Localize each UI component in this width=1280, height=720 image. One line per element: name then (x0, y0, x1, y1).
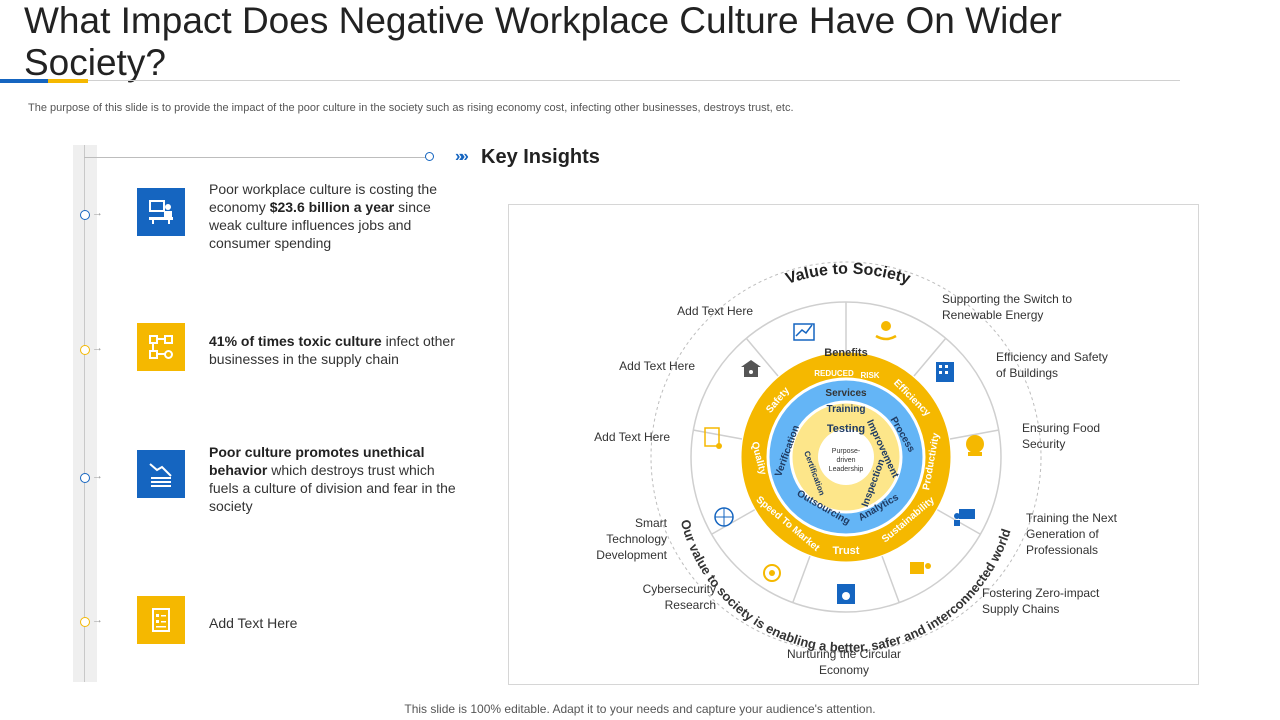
connector-node (425, 152, 434, 161)
service-testing: Testing (827, 423, 865, 435)
title-accent-blue (0, 79, 48, 83)
cyber-gear-icon (763, 564, 781, 582)
document-icon (704, 427, 722, 449)
document-list-icon (137, 596, 185, 644)
services-label: Services (825, 388, 867, 399)
footer-note: This slide is 100% editable. Adapt it to… (404, 702, 876, 716)
benefit-trust: Trust (833, 545, 860, 557)
header-connector (84, 157, 426, 158)
key-insights-heading: Key Insights (481, 146, 600, 168)
arrow-icon: → (92, 470, 103, 482)
home-icon (741, 360, 761, 377)
label-cybersecurity: Cybersecurity Research (642, 582, 716, 612)
outer-dashed-ring (650, 261, 1042, 653)
network-workflow-icon (137, 323, 185, 371)
benefits-label: Benefits (824, 347, 867, 359)
insight-text: Add Text Here (209, 615, 298, 631)
arrow-icon: → (92, 614, 103, 626)
benefit-reduced: REDUCED (814, 369, 854, 378)
building-icon (936, 362, 954, 382)
chevrons-icon: »» (455, 148, 469, 165)
label-add-text-upper: Add Text Here (619, 359, 695, 373)
timeline-node (80, 345, 90, 355)
label-food-security: Ensuring Food Security (1022, 421, 1101, 451)
recycle-icon (837, 584, 855, 604)
supply-chain-icon (910, 562, 931, 574)
timeline-node (80, 210, 90, 220)
declining-chart-icon (137, 450, 185, 498)
energy-hand-icon (875, 321, 897, 341)
globe-network-icon (714, 507, 734, 527)
arrow-icon: → (92, 342, 103, 354)
training-icon (954, 509, 975, 526)
center-line-1: Purpose- (832, 448, 861, 455)
food-icon (966, 435, 984, 456)
arrow-icon: → (92, 207, 103, 219)
label-smart-tech: Smart Technology Development (596, 516, 667, 562)
timeline-node (80, 473, 90, 483)
center-line-2: driven (836, 457, 855, 464)
center-line-3: Leadership (829, 466, 864, 473)
timeline-line (84, 145, 85, 682)
insight-text: Poor workplace culture is costing the ec… (209, 181, 437, 251)
page-title: What Impact Does Negative Workplace Cult… (24, 0, 1062, 83)
growth-chart-icon (793, 323, 815, 341)
value-wheel-panel (508, 204, 1199, 685)
center-circle (818, 429, 874, 485)
subtitle: The purpose of this slide is to provide … (28, 102, 794, 114)
benefit-risk: RISK (860, 371, 879, 380)
insight-text: Poor culture promotes unethical behavior… (209, 444, 456, 514)
label-zero-impact: Fostering Zero-impact Supply Chains (982, 586, 1100, 616)
value-wheel-diagram: Value to Society Our value to society is… (650, 261, 1042, 655)
icon-ring-dividers (692, 302, 1000, 603)
title-divider (0, 80, 1180, 81)
timeline-bar (73, 145, 97, 682)
insight-text: 41% of times toxic culture infect other … (209, 333, 455, 367)
label-add-text-mid: Add Text Here (594, 430, 670, 444)
value-to-society-label: Value to Society (784, 261, 913, 288)
service-training: Training (827, 404, 866, 415)
label-renewable: Supporting the Switch to Renewable Energ… (942, 292, 1073, 322)
label-circular-economy: Nurturing the Circular Economy (786, 647, 902, 677)
label-efficiency-buildings: Efficiency and Safety of Buildings (996, 350, 1108, 380)
presentation-desk-icon (137, 188, 185, 236)
timeline-node (80, 617, 90, 627)
label-training-generation: Training the Next Generation of Professi… (1026, 511, 1117, 557)
label-add-text-top: Add Text Here (677, 304, 753, 318)
title-accent-yellow (48, 79, 88, 83)
